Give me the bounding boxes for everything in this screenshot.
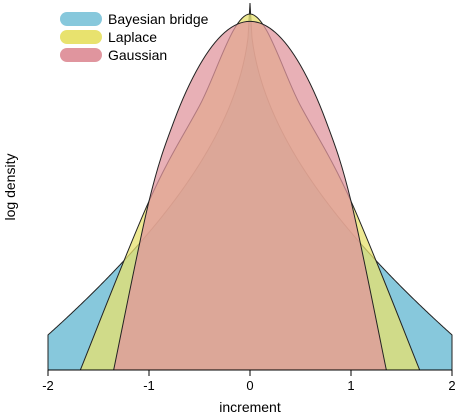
legend-swatch-gaussian (60, 48, 102, 62)
x-tick-label: -1 (143, 378, 155, 393)
x-tick-label: -2 (42, 378, 54, 393)
x-axis-ticks: -2 -1 0 1 2 (42, 370, 456, 393)
x-axis-label: increment (219, 399, 281, 415)
y-axis-label: log density (2, 154, 18, 221)
x-tick-label: 2 (448, 378, 455, 393)
plot-area (47, 2, 453, 371)
legend-label-bayesian-bridge: Bayesian bridge (108, 11, 209, 27)
gaussian-area (113, 20, 387, 371)
x-tick-label: 1 (347, 378, 354, 393)
legend-swatch-laplace (60, 30, 102, 44)
legend: Bayesian bridge Laplace Gaussian (60, 11, 209, 63)
legend-label-gaussian: Gaussian (108, 47, 167, 63)
legend-swatch-bayesian-bridge (60, 12, 102, 26)
x-tick-label: 0 (246, 378, 253, 393)
legend-label-laplace: Laplace (108, 29, 157, 45)
